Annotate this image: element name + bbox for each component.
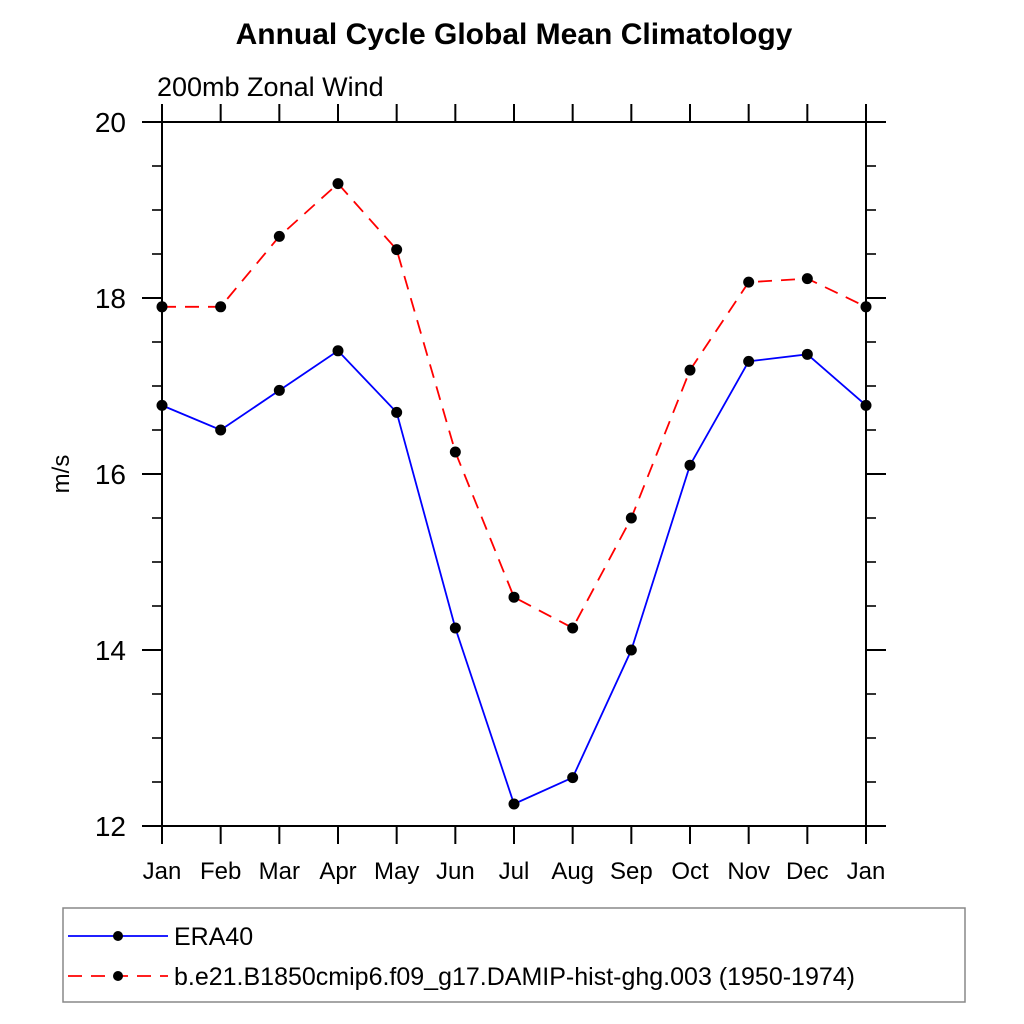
x-tick-label: Apr [319,858,356,885]
x-tick-label: Jul [499,858,530,885]
series-marker-model [391,244,403,256]
x-tick-label: Sep [610,858,653,885]
legend: ERA40 b.e21.B1850cmip6.f09_g17.DAMIP-his… [62,907,966,1003]
series-layer [156,178,872,810]
series-marker-model [801,273,813,285]
legend-marker-model [113,971,123,981]
x-tick-label: Nov [727,858,770,885]
x-tick-label: May [374,858,419,885]
series-marker-era40 [332,345,344,357]
series-marker-model [625,512,637,524]
series-marker-model [567,622,579,634]
series-marker-era40 [156,399,168,411]
series-marker-model [273,230,285,242]
series-marker-model [860,301,872,313]
series-marker-model [508,591,520,603]
x-tick-label: Jun [436,858,475,885]
chart-subtitle: 200mb Zonal Wind [157,72,384,102]
legend-entry-model: b.e21.B1850cmip6.f09_g17.DAMIP-hist-ghg.… [68,963,855,991]
series-line-model [162,182,867,630]
series-marker-model [156,301,168,313]
y-tick-label: 18 [95,283,126,314]
series-marker-era40 [860,399,872,411]
series-line-era40 [161,349,867,806]
plot-frame [161,121,867,827]
series-marker-model [684,364,696,376]
series-marker-era40 [743,355,755,367]
legend-marker-era40 [113,931,123,941]
y-tick-label: 20 [95,107,126,138]
x-tick-label: Jan [143,858,182,885]
axes: Jan Feb Mar Apr May Jun Jul Aug Sep Oct Nov Dec Jan 1… [95,104,886,885]
series-marker-era40 [391,406,403,418]
legend-box [62,907,966,1003]
series-marker-era40 [273,384,285,396]
series-marker-era40 [449,622,461,634]
series-marker-era40 [567,772,579,784]
chart-title: Annual Cycle Global Mean Climatology [236,18,793,51]
x-tick-label: Feb [200,858,241,885]
series-marker-model [743,276,755,288]
x-tick-label: Aug [551,858,594,885]
x-tick-label: Jan [847,858,886,885]
series-marker-era40 [801,348,813,360]
series-marker-era40 [215,424,227,436]
legend-label-era40: ERA40 [174,923,253,951]
legend-entry-era40: ERA40 [68,923,253,951]
series-marker-era40 [508,798,520,810]
series-marker-model [332,178,344,190]
y-tick-label: 14 [95,635,126,666]
legend-label-model: b.e21.B1850cmip6.f09_g17.DAMIP-hist-ghg.… [174,963,855,991]
y-tick-label: 12 [95,811,126,842]
series-marker-era40 [625,644,637,656]
y-tick-label: 16 [95,459,126,490]
series-marker-era40 [684,459,696,471]
series-marker-model [215,301,227,313]
y-axis-label: m/s [48,455,75,494]
x-tick-label: Mar [259,858,300,885]
x-tick-label: Dec [786,858,829,885]
x-tick-label: Oct [671,858,709,885]
series-marker-model [449,446,461,458]
